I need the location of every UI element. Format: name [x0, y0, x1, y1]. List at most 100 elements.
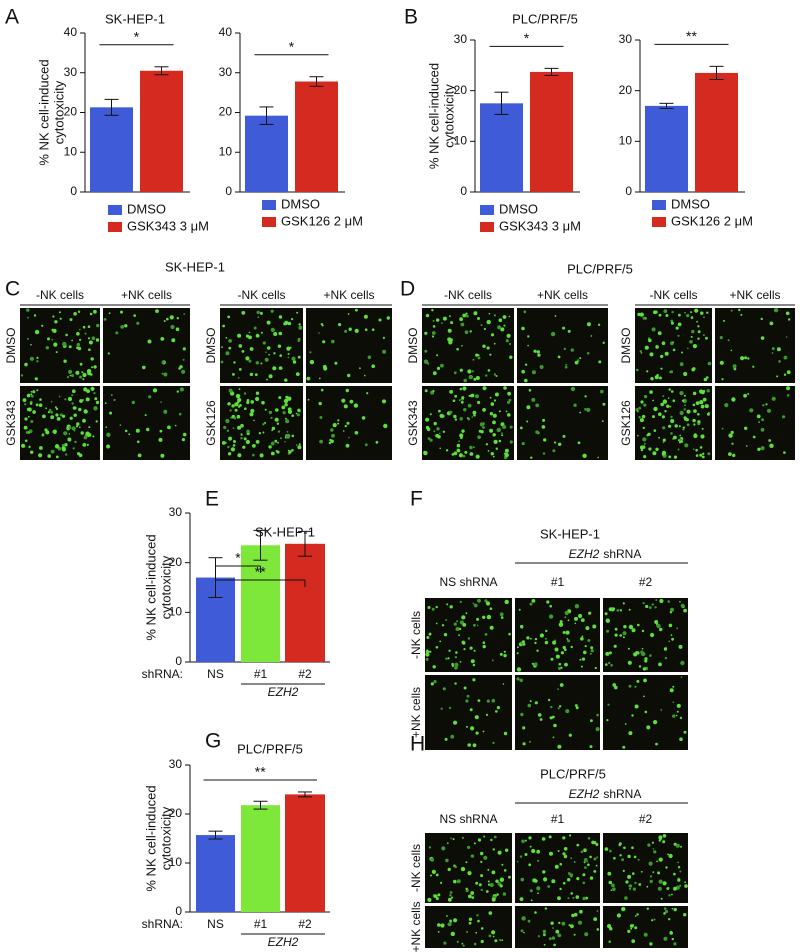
cell-dot	[277, 430, 281, 433]
cell-dot	[72, 447, 75, 450]
cell-dot	[220, 360, 224, 364]
cell-dot	[45, 346, 49, 350]
cell-dot	[542, 870, 546, 874]
cell-dot	[105, 426, 107, 429]
cell-dot	[439, 413, 444, 418]
cell-dot	[483, 855, 488, 860]
cell-dot	[568, 924, 571, 927]
legend-label: DMSO	[671, 196, 710, 211]
cell-dot	[443, 633, 448, 637]
cell-dot	[470, 891, 475, 895]
cell-dot	[109, 411, 113, 415]
cell-dot	[627, 660, 632, 665]
bar	[196, 835, 235, 912]
cell-dot	[144, 414, 147, 417]
cell-dot	[29, 402, 33, 405]
cell-dot	[619, 854, 622, 857]
cell-dot	[155, 309, 159, 313]
cell-dot	[595, 727, 600, 732]
cell-dot	[670, 390, 674, 393]
cell-dot	[664, 410, 667, 413]
cell-dot	[644, 345, 649, 350]
cell-dot	[355, 308, 358, 312]
cell-dot	[551, 936, 556, 940]
significance: **	[203, 764, 317, 781]
cell-dot	[699, 446, 703, 449]
cell-dot	[159, 429, 163, 433]
cell-dot	[435, 897, 439, 901]
column-label: NS shRNA	[439, 812, 497, 826]
cell-dot	[769, 443, 774, 448]
cell-dot	[353, 403, 359, 408]
cell-dot	[475, 731, 479, 735]
cell-dot	[705, 336, 708, 340]
cell-dot	[492, 848, 495, 851]
header-part: shRNA	[603, 547, 641, 561]
cell-dot	[543, 438, 547, 442]
row-label: GSK343	[4, 400, 18, 446]
cell-dot	[782, 415, 786, 419]
cell-dot	[578, 613, 583, 619]
cell-dot	[465, 612, 468, 615]
significance-label: *	[524, 30, 530, 46]
cell-dot	[477, 435, 481, 440]
cell-dot	[640, 449, 644, 452]
cell-dot	[148, 395, 152, 399]
cell-dot	[271, 429, 273, 432]
cell-dot	[233, 440, 236, 443]
cell-dot	[604, 612, 608, 616]
cell-dot	[520, 877, 525, 882]
cell-dot	[638, 665, 642, 668]
cell-dot	[564, 616, 567, 619]
cell-dot	[535, 403, 540, 408]
cell-dot	[297, 339, 301, 343]
cell-dot	[639, 312, 644, 317]
cell-dot	[640, 400, 644, 404]
cell-dot	[106, 432, 111, 437]
cell-dot	[439, 447, 442, 450]
cell-dot	[642, 316, 646, 320]
cell-dot	[534, 637, 538, 641]
error-bar	[709, 65, 724, 81]
cell-dot	[521, 916, 526, 921]
cell-dot	[477, 699, 481, 702]
cell-dot	[659, 627, 663, 632]
y-tick-label: 10	[169, 605, 183, 619]
cell-dot	[634, 915, 637, 917]
cell-dot	[462, 386, 467, 391]
cell-dot	[108, 312, 111, 315]
cell-dot	[563, 847, 568, 851]
legend-swatch	[652, 217, 666, 227]
cell-dot	[707, 361, 712, 366]
cell-dot	[699, 453, 703, 457]
cell-dot	[692, 391, 697, 396]
cell-dot	[233, 361, 236, 364]
cell-dot	[450, 321, 454, 325]
cell-dot	[274, 439, 278, 443]
cell-dot	[669, 611, 673, 614]
cell-dot	[466, 694, 470, 698]
cell-dot	[344, 424, 347, 428]
cell-dot	[453, 879, 457, 884]
cell-dot	[666, 887, 670, 890]
cell-dot	[427, 606, 431, 609]
cell-dot	[562, 881, 566, 885]
cell-dot	[662, 399, 668, 404]
cell-dot	[732, 364, 737, 369]
cell-dot	[30, 420, 34, 423]
cell-dot	[48, 408, 52, 412]
cell-dot	[553, 943, 556, 947]
cell-dot	[663, 936, 668, 941]
cell-dot	[542, 418, 546, 422]
cell-dot	[431, 607, 435, 611]
cell-dot	[683, 408, 686, 411]
cell-dot	[627, 647, 630, 650]
cell-dot	[459, 317, 463, 322]
cell-dot	[280, 367, 283, 370]
cell-dot	[562, 645, 566, 650]
cell-dot	[261, 400, 265, 405]
cell-dot	[50, 449, 55, 454]
cell-dot	[236, 414, 241, 419]
cell-dot	[480, 939, 484, 944]
cell-dot	[449, 390, 453, 394]
